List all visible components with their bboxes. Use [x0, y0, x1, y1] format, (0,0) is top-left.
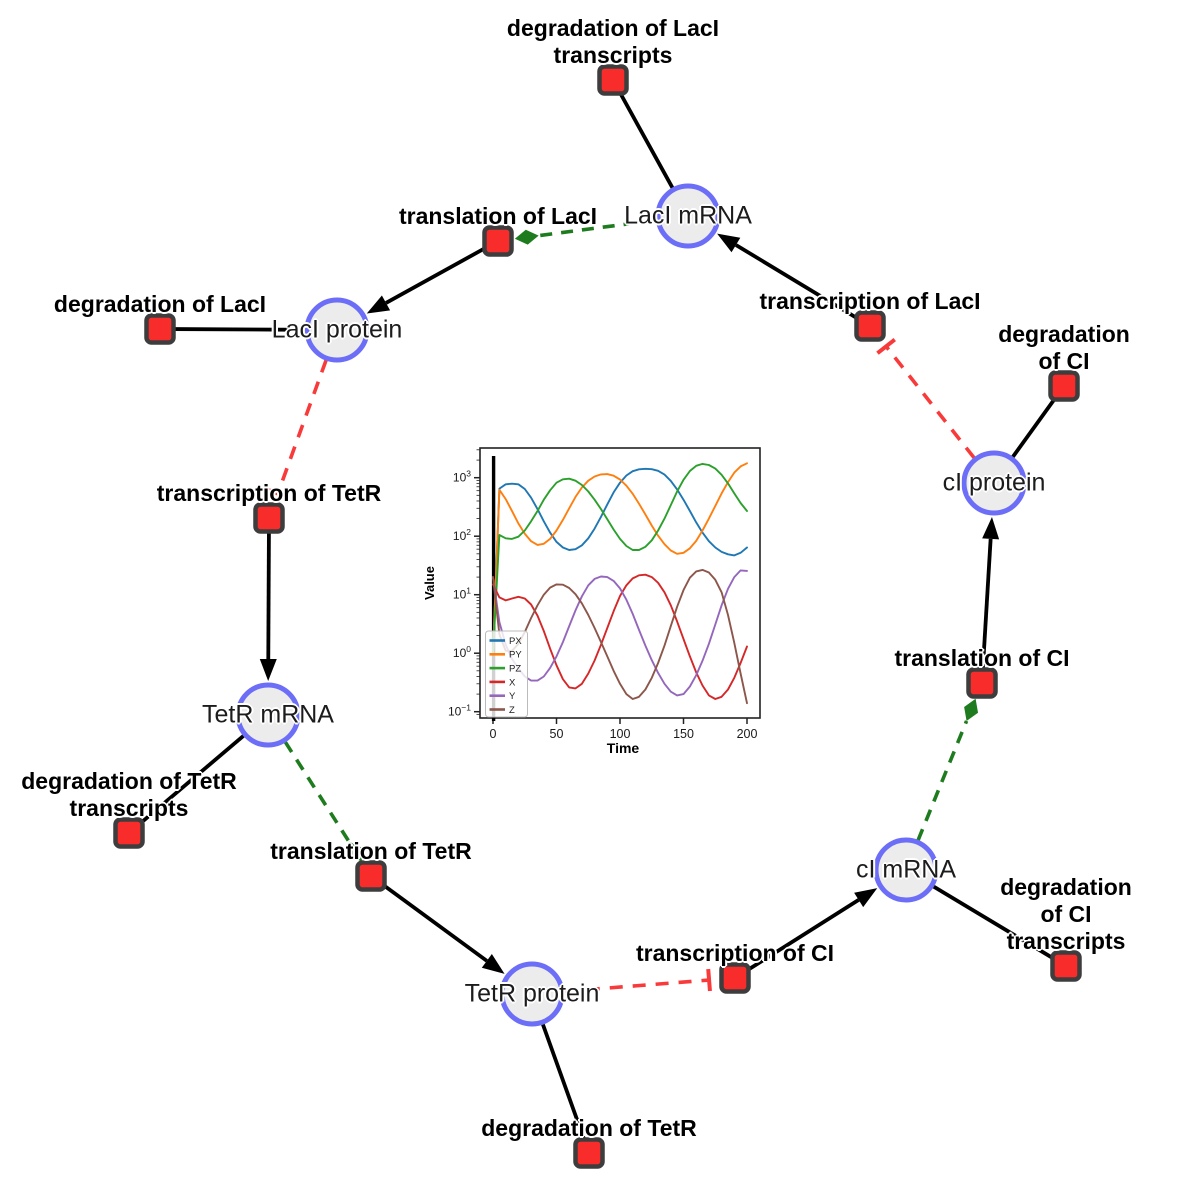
species-node-laci-mrna[interactable]: [655, 183, 721, 249]
series-PX-line: [492, 467, 748, 655]
edge-laci-mrna-deg-laci-transcripts: [617, 90, 676, 191]
legend-label-X: X: [509, 677, 516, 688]
species-node-tetr-mrna[interactable]: [235, 682, 301, 748]
species-node-ci-mrna[interactable]: [873, 837, 939, 903]
y-tick-label: 102: [453, 527, 471, 543]
reaction-node-deg-tetr[interactable]: [573, 1137, 605, 1169]
x-tick-label: 150: [673, 727, 694, 741]
legend-label-PX: PX: [509, 636, 522, 647]
edge-laci-protein-deg-laci: [172, 327, 308, 332]
species-node-laci-protein[interactable]: [304, 297, 370, 363]
species-node-ci-protein[interactable]: [961, 450, 1027, 516]
series-Z-line: [492, 568, 748, 705]
edge-tetr-protein-transcription-ci: [563, 968, 712, 994]
edge-transcription-tetr-tetr-mrna: [259, 531, 277, 682]
reaction-node-transcription-ci[interactable]: [719, 962, 751, 994]
legend-label-PY: PY: [509, 650, 522, 661]
legend-label-Y: Y: [509, 691, 516, 702]
series-Y-line: [492, 569, 748, 697]
edge-laci-protein-transcription-tetr: [266, 359, 328, 500]
reaction-node-translation-tetr[interactable]: [355, 860, 387, 892]
edge-ci-protein-deg-ci: [1010, 395, 1058, 460]
x-tick-label: 100: [610, 727, 631, 741]
node-layer: [113, 64, 1082, 1169]
inset-plot: 0 50 100 150 20010310210110010−1TimeValuePXP…: [420, 430, 785, 768]
legend-label-PZ: PZ: [509, 664, 521, 675]
y-tick-label: 101: [453, 586, 471, 602]
legend-label-Z: Z: [509, 705, 515, 716]
plot-series-group: [492, 462, 748, 705]
reaction-node-deg-ci-transcripts[interactable]: [1050, 950, 1082, 982]
reaction-node-deg-ci[interactable]: [1048, 370, 1080, 402]
plot-legend: PX PY PZ XYZ: [485, 630, 528, 718]
x-tick-label: 50: [550, 727, 564, 741]
x-axis-label: Time: [607, 740, 640, 756]
edge-translation-tetr-tetr-protein: [381, 882, 505, 974]
y-tick-label: 100: [453, 644, 471, 660]
series-X-line: [492, 573, 748, 700]
edge-ci-mrna-deg-ci-transcripts: [930, 883, 1056, 961]
reaction-node-translation-ci[interactable]: [966, 667, 998, 699]
y-tick-label: 103: [453, 469, 471, 485]
species-node-tetr-protein[interactable]: [499, 961, 565, 1027]
edge-translation-ci-ci-protein: [980, 516, 1000, 670]
y-tick-label: 10−1: [448, 703, 471, 719]
series-PZ-line: [492, 462, 748, 655]
edge-tetr-mrna-translation-tetr: [283, 740, 362, 862]
series-PY-line: [492, 462, 748, 655]
reaction-node-translation-laci[interactable]: [482, 225, 514, 257]
x-tick-label: 200: [737, 727, 758, 741]
edge-transcription-ci-ci-mrna: [745, 888, 878, 973]
x-tick-label: 0: [490, 727, 497, 741]
edge-translation-laci-laci-protein: [366, 246, 487, 314]
edge-laci-mrna-translation-laci: [514, 218, 657, 245]
edge-tetr-protein-deg-tetr: [540, 1021, 587, 1142]
reaction-node-deg-tetr-transcripts[interactable]: [113, 817, 145, 849]
reaction-node-transcription-tetr[interactable]: [253, 502, 285, 534]
reaction-node-deg-laci[interactable]: [144, 313, 176, 345]
edge-layer: [137, 90, 1058, 1142]
edge-ci-protein-transcription-laci: [876, 338, 976, 460]
reaction-node-deg-laci-transcripts[interactable]: [597, 64, 629, 96]
edge-tetr-mrna-deg-tetr-transcripts: [137, 732, 247, 827]
edge-ci-mrna-translation-ci: [916, 698, 979, 842]
y-axis-label: Value: [422, 566, 437, 600]
reaction-node-transcription-laci[interactable]: [854, 310, 886, 342]
edge-transcription-laci-laci-mrna: [717, 233, 860, 321]
